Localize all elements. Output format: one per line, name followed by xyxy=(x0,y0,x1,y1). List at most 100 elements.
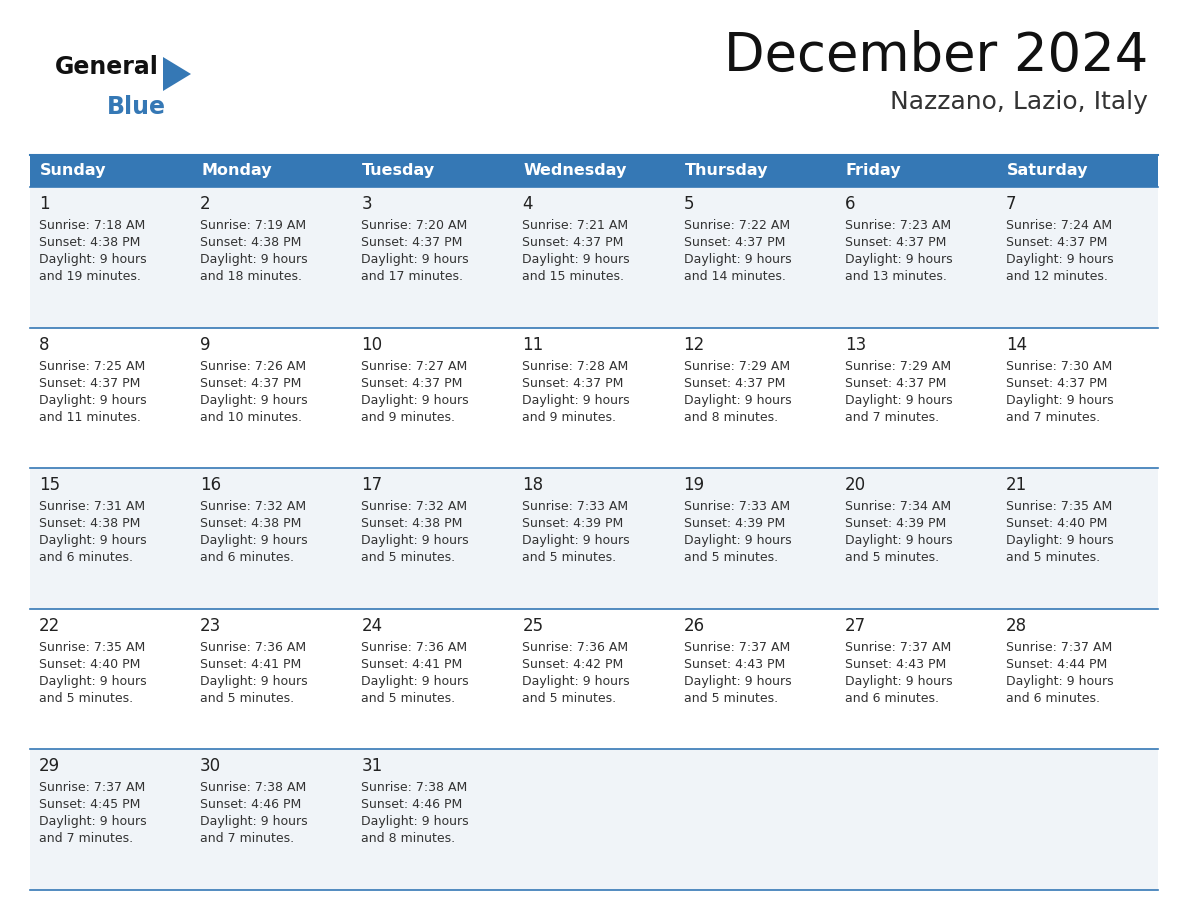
Text: Sunrise: 7:26 AM: Sunrise: 7:26 AM xyxy=(200,360,307,373)
Text: Daylight: 9 hours: Daylight: 9 hours xyxy=(845,253,953,266)
Text: Sunrise: 7:22 AM: Sunrise: 7:22 AM xyxy=(683,219,790,232)
Text: Sunset: 4:42 PM: Sunset: 4:42 PM xyxy=(523,658,624,671)
Text: and 5 minutes.: and 5 minutes. xyxy=(361,692,455,705)
Text: Daylight: 9 hours: Daylight: 9 hours xyxy=(1006,675,1113,688)
Text: Sunset: 4:37 PM: Sunset: 4:37 PM xyxy=(523,236,624,249)
Text: and 17 minutes.: and 17 minutes. xyxy=(361,270,463,283)
Text: Sunrise: 7:31 AM: Sunrise: 7:31 AM xyxy=(39,500,145,513)
Text: Sunrise: 7:32 AM: Sunrise: 7:32 AM xyxy=(200,500,307,513)
Text: Daylight: 9 hours: Daylight: 9 hours xyxy=(683,534,791,547)
Text: Sunset: 4:40 PM: Sunset: 4:40 PM xyxy=(39,658,140,671)
Text: Sunrise: 7:21 AM: Sunrise: 7:21 AM xyxy=(523,219,628,232)
Text: Sunset: 4:39 PM: Sunset: 4:39 PM xyxy=(683,517,785,531)
Text: 25: 25 xyxy=(523,617,544,635)
Text: and 10 minutes.: and 10 minutes. xyxy=(200,410,302,423)
Text: Daylight: 9 hours: Daylight: 9 hours xyxy=(39,394,146,407)
Text: 7: 7 xyxy=(1006,195,1017,213)
Text: Sunset: 4:46 PM: Sunset: 4:46 PM xyxy=(200,799,302,812)
Text: and 7 minutes.: and 7 minutes. xyxy=(1006,410,1100,423)
Text: and 6 minutes.: and 6 minutes. xyxy=(39,551,133,565)
Bar xyxy=(30,609,1158,749)
Bar xyxy=(30,155,191,187)
Text: Sunrise: 7:38 AM: Sunrise: 7:38 AM xyxy=(361,781,468,794)
Text: Sunset: 4:37 PM: Sunset: 4:37 PM xyxy=(845,376,946,389)
Text: 8: 8 xyxy=(39,336,50,353)
Text: and 5 minutes.: and 5 minutes. xyxy=(683,551,778,565)
Text: Daylight: 9 hours: Daylight: 9 hours xyxy=(39,675,146,688)
Text: Sunset: 4:41 PM: Sunset: 4:41 PM xyxy=(200,658,302,671)
Text: Sunset: 4:38 PM: Sunset: 4:38 PM xyxy=(200,517,302,531)
Text: Sunrise: 7:29 AM: Sunrise: 7:29 AM xyxy=(845,360,950,373)
Text: and 9 minutes.: and 9 minutes. xyxy=(361,410,455,423)
Text: Sunrise: 7:25 AM: Sunrise: 7:25 AM xyxy=(39,360,145,373)
Text: Nazzano, Lazio, Italy: Nazzano, Lazio, Italy xyxy=(890,90,1148,114)
Text: 4: 4 xyxy=(523,195,533,213)
Bar xyxy=(191,155,353,187)
Text: Sunset: 4:44 PM: Sunset: 4:44 PM xyxy=(1006,658,1107,671)
Text: 30: 30 xyxy=(200,757,221,776)
Text: Sunrise: 7:35 AM: Sunrise: 7:35 AM xyxy=(39,641,145,654)
Text: Sunrise: 7:24 AM: Sunrise: 7:24 AM xyxy=(1006,219,1112,232)
Text: Sunset: 4:37 PM: Sunset: 4:37 PM xyxy=(39,376,140,389)
Text: Daylight: 9 hours: Daylight: 9 hours xyxy=(845,534,953,547)
Text: Sunrise: 7:36 AM: Sunrise: 7:36 AM xyxy=(200,641,307,654)
Text: 19: 19 xyxy=(683,476,704,494)
Text: Daylight: 9 hours: Daylight: 9 hours xyxy=(39,534,146,547)
Text: Sunrise: 7:19 AM: Sunrise: 7:19 AM xyxy=(200,219,307,232)
Text: Daylight: 9 hours: Daylight: 9 hours xyxy=(39,253,146,266)
Text: 6: 6 xyxy=(845,195,855,213)
Text: and 11 minutes.: and 11 minutes. xyxy=(39,410,141,423)
Text: and 5 minutes.: and 5 minutes. xyxy=(523,692,617,705)
Text: and 14 minutes.: and 14 minutes. xyxy=(683,270,785,283)
Bar xyxy=(835,155,997,187)
Text: 17: 17 xyxy=(361,476,383,494)
Bar xyxy=(353,155,513,187)
Text: and 6 minutes.: and 6 minutes. xyxy=(200,551,295,565)
Text: and 5 minutes.: and 5 minutes. xyxy=(1006,551,1100,565)
Text: Sunset: 4:37 PM: Sunset: 4:37 PM xyxy=(845,236,946,249)
Text: Daylight: 9 hours: Daylight: 9 hours xyxy=(683,394,791,407)
Text: Sunset: 4:41 PM: Sunset: 4:41 PM xyxy=(361,658,462,671)
Text: 29: 29 xyxy=(39,757,61,776)
Text: Friday: Friday xyxy=(846,163,902,178)
Text: Sunrise: 7:38 AM: Sunrise: 7:38 AM xyxy=(200,781,307,794)
Text: Saturday: Saturday xyxy=(1007,163,1088,178)
Text: and 5 minutes.: and 5 minutes. xyxy=(683,692,778,705)
Text: Sunset: 4:38 PM: Sunset: 4:38 PM xyxy=(39,236,140,249)
Text: Sunset: 4:37 PM: Sunset: 4:37 PM xyxy=(523,376,624,389)
Text: Sunrise: 7:20 AM: Sunrise: 7:20 AM xyxy=(361,219,468,232)
Text: Sunrise: 7:37 AM: Sunrise: 7:37 AM xyxy=(1006,641,1112,654)
Text: and 5 minutes.: and 5 minutes. xyxy=(845,551,939,565)
Text: and 7 minutes.: and 7 minutes. xyxy=(845,410,939,423)
Text: Sunset: 4:38 PM: Sunset: 4:38 PM xyxy=(200,236,302,249)
Text: Sunrise: 7:32 AM: Sunrise: 7:32 AM xyxy=(361,500,467,513)
Text: Sunrise: 7:33 AM: Sunrise: 7:33 AM xyxy=(683,500,790,513)
Text: Daylight: 9 hours: Daylight: 9 hours xyxy=(1006,394,1113,407)
Text: 21: 21 xyxy=(1006,476,1028,494)
Text: Sunrise: 7:33 AM: Sunrise: 7:33 AM xyxy=(523,500,628,513)
Text: Monday: Monday xyxy=(201,163,272,178)
Text: Sunrise: 7:27 AM: Sunrise: 7:27 AM xyxy=(361,360,468,373)
Text: Sunrise: 7:35 AM: Sunrise: 7:35 AM xyxy=(1006,500,1112,513)
Text: Daylight: 9 hours: Daylight: 9 hours xyxy=(361,394,469,407)
Bar xyxy=(30,749,1158,890)
Text: and 5 minutes.: and 5 minutes. xyxy=(200,692,295,705)
Text: and 12 minutes.: and 12 minutes. xyxy=(1006,270,1107,283)
Text: Sunset: 4:38 PM: Sunset: 4:38 PM xyxy=(361,517,462,531)
Text: Daylight: 9 hours: Daylight: 9 hours xyxy=(200,675,308,688)
Text: Daylight: 9 hours: Daylight: 9 hours xyxy=(845,675,953,688)
Text: and 7 minutes.: and 7 minutes. xyxy=(39,833,133,845)
Text: Sunrise: 7:23 AM: Sunrise: 7:23 AM xyxy=(845,219,950,232)
Text: 20: 20 xyxy=(845,476,866,494)
Text: 13: 13 xyxy=(845,336,866,353)
Text: and 9 minutes.: and 9 minutes. xyxy=(523,410,617,423)
Text: Daylight: 9 hours: Daylight: 9 hours xyxy=(361,534,469,547)
Bar xyxy=(675,155,835,187)
Text: 24: 24 xyxy=(361,617,383,635)
Text: Thursday: Thursday xyxy=(684,163,769,178)
Text: Sunrise: 7:36 AM: Sunrise: 7:36 AM xyxy=(361,641,467,654)
Text: Wednesday: Wednesday xyxy=(524,163,627,178)
Text: 12: 12 xyxy=(683,336,704,353)
Text: Daylight: 9 hours: Daylight: 9 hours xyxy=(200,253,308,266)
Text: Daylight: 9 hours: Daylight: 9 hours xyxy=(200,815,308,828)
